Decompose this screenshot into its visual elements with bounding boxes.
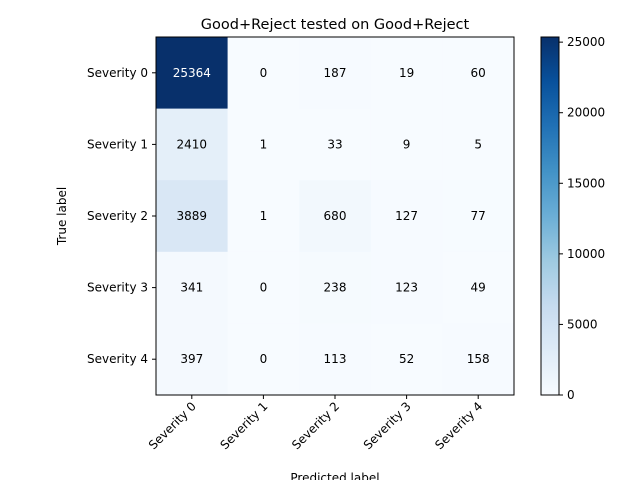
y-tick-label: Severity 3: [87, 281, 148, 295]
heatmap-cell: [227, 323, 300, 396]
colorbar-tick-label: 5000: [567, 317, 598, 331]
y-tick-label: Severity 1: [87, 137, 148, 151]
x-tick-label: Severity 4: [432, 399, 485, 452]
cell-value-label: 19: [399, 66, 414, 80]
x-axis: Severity 0 Severity 1 Severity 2 Severity 3…: [146, 395, 485, 452]
heatmap-cell: [299, 108, 372, 181]
cell-value-label: 0: [260, 281, 268, 295]
heatmap-cell: [370, 251, 443, 324]
cell-value-label: 127: [395, 209, 418, 223]
y-axis: Severity 0 Severity 1 Severity 2 Severity 3…: [87, 66, 156, 366]
colorbar-tick-label: 0: [567, 388, 575, 402]
heatmap-cell: [227, 108, 300, 181]
colorbar-tick-label: 15000: [567, 176, 605, 190]
colorbar-tick-label: 25000: [567, 35, 605, 49]
cell-value-label: 25364: [173, 66, 211, 80]
cell-value-label: 49: [471, 281, 486, 295]
heatmap-cells: [156, 37, 515, 396]
heatmap-cell: [442, 251, 515, 324]
cell-value-label: 9: [403, 137, 411, 151]
y-tick-label: Severity 0: [87, 66, 148, 80]
heatmap-cell: [227, 37, 300, 110]
cell-value-label: 52: [399, 352, 414, 366]
cell-value-label: 33: [327, 137, 342, 151]
cell-value-label: 60: [471, 66, 486, 80]
cell-value-label: 1: [260, 209, 268, 223]
cell-value-label: 1: [260, 137, 268, 151]
heatmap-cell-labels: 25364 0 187 19 60 2410 1 33 9 5 3889 1 680 127 77 341 0 2…: [173, 66, 490, 366]
cell-value-label: 187: [324, 66, 347, 80]
x-tick-label: Severity 1: [217, 399, 270, 452]
heatmap-cell: [442, 180, 515, 253]
y-tick-label: Severity 4: [87, 352, 148, 366]
heatmap-cell: [442, 108, 515, 181]
y-axis-label: True label: [55, 187, 69, 246]
cell-value-label: 77: [471, 209, 486, 223]
colorbar-tick-label: 10000: [567, 247, 605, 261]
cell-value-label: 238: [324, 281, 347, 295]
heatmap-cell: [299, 323, 372, 396]
heatmap-cell: [299, 180, 372, 253]
x-tick-label: Severity 2: [289, 399, 342, 452]
heatmap-cell: [370, 37, 443, 110]
cell-value-label: 680: [324, 209, 347, 223]
heatmap-cell: [227, 180, 300, 253]
cell-value-label: 113: [324, 352, 347, 366]
heatmap-cell: [370, 180, 443, 253]
heatmap-cell: [370, 323, 443, 396]
heatmap-cell: [156, 37, 229, 110]
heatmap-cell: [370, 108, 443, 181]
x-tick-label: Severity 0: [146, 399, 199, 452]
cell-value-label: 3889: [177, 209, 208, 223]
cell-value-label: 0: [260, 352, 268, 366]
heatmap-cell: [156, 180, 229, 253]
cell-value-label: 0: [260, 66, 268, 80]
chart-title: Good+Reject tested on Good+Reject: [201, 17, 470, 33]
x-tick-label: Severity 3: [361, 399, 414, 452]
heatmap-cell: [442, 323, 515, 396]
cell-value-label: 397: [180, 352, 203, 366]
heatmap-cell: [299, 37, 372, 110]
heatmap-cell: [156, 251, 229, 324]
heatmap-cell: [442, 37, 515, 110]
colorbar: 0 5000 10000 15000 20000 25000: [540, 35, 605, 402]
cell-value-label: 123: [395, 281, 418, 295]
colorbar-tick-label: 20000: [567, 106, 605, 120]
cell-value-label: 158: [467, 352, 490, 366]
y-tick-label: Severity 2: [87, 209, 148, 223]
heatmap-cell: [156, 323, 229, 396]
x-axis-label: Predicted label: [290, 471, 379, 480]
cell-value-label: 5: [474, 137, 482, 151]
heatmap-cell: [156, 108, 229, 181]
colorbar-gradient: [540, 36, 560, 396]
cell-value-label: 2410: [177, 137, 208, 151]
heatmap-cell: [299, 251, 372, 324]
heatmap-cell: [227, 251, 300, 324]
cell-value-label: 341: [180, 281, 203, 295]
